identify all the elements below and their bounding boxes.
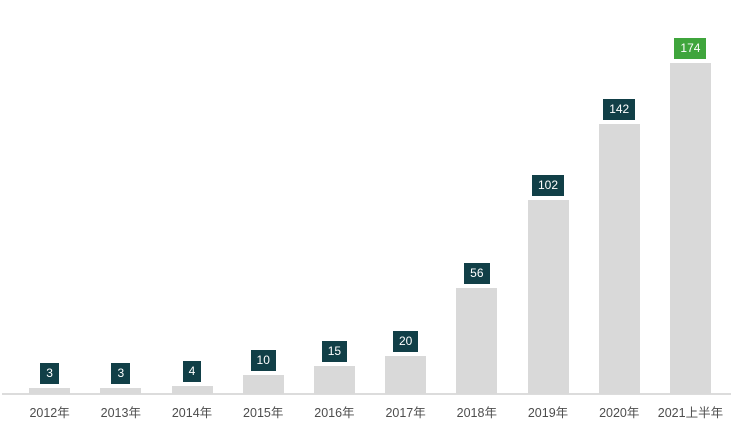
bar-column: 174 [655, 38, 726, 394]
value-label: 4 [182, 361, 202, 383]
x-axis-line [2, 393, 731, 395]
x-tick-label: 2019年 [527, 406, 569, 420]
bar [100, 388, 142, 394]
bar-columns: 3 3 4 10 15 20 56 102 142 174 [14, 0, 726, 394]
value-label: 3 [40, 363, 59, 385]
x-tick-label: 2013年 [100, 406, 141, 420]
value-label: 56 [464, 262, 490, 284]
x-tick-label: 2020年 [599, 406, 640, 420]
bar [598, 124, 640, 394]
bar-column: 20 [370, 331, 441, 394]
bar [456, 287, 498, 394]
bar [669, 63, 711, 394]
value-label: 10 [250, 350, 276, 371]
x-tick-label: 2015年 [243, 406, 284, 420]
bar [171, 386, 213, 394]
bar-column: 56 [441, 262, 512, 394]
bar [385, 356, 427, 394]
bar-column: 15 [299, 340, 370, 394]
x-tick-label: 2018年 [456, 406, 497, 420]
value-label: 102 [532, 175, 565, 197]
x-tick-label: 2012年 [29, 406, 70, 420]
bar-column: 10 [228, 350, 299, 394]
value-label: 142 [603, 99, 636, 121]
bar-column: 3 [85, 363, 156, 394]
x-tick-label: 2021上半年 [657, 406, 724, 420]
bar-column: 102 [512, 175, 583, 394]
value-label: 174 [674, 38, 707, 60]
x-tick-label: 2016年 [314, 406, 355, 420]
bar-column: 142 [584, 99, 655, 394]
bar [29, 388, 71, 394]
bar [242, 375, 284, 394]
bar-column: 4 [156, 361, 227, 394]
bar [527, 200, 569, 394]
value-label: 15 [321, 340, 348, 362]
value-label: 20 [392, 331, 419, 352]
value-label: 3 [111, 363, 131, 385]
x-tick-label: 2014年 [171, 406, 213, 420]
x-tick-label: 2017年 [385, 406, 426, 420]
x-axis: 2012年 2013年 2014年 2015年 2016年 2017年 2018年 2019年… [14, 402, 726, 421]
bar [313, 365, 355, 394]
bar-column: 3 [14, 363, 85, 394]
